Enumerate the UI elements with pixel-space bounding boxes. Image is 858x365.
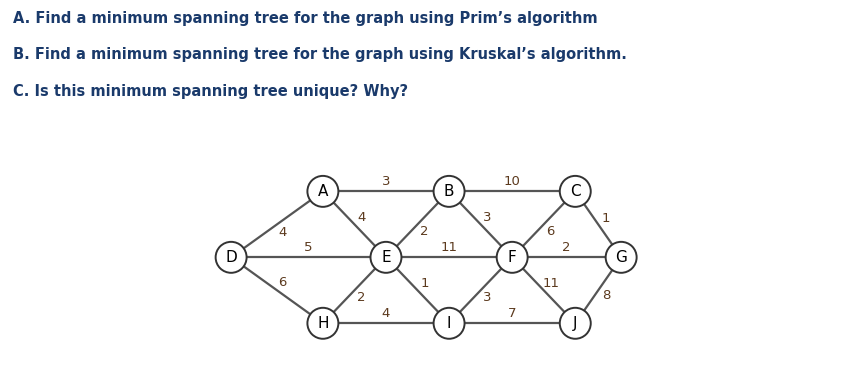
Text: 2: 2 xyxy=(420,224,429,238)
Text: I: I xyxy=(447,316,451,331)
Text: 4: 4 xyxy=(279,226,287,239)
Text: 1: 1 xyxy=(602,212,610,225)
Text: 10: 10 xyxy=(504,175,521,188)
Text: 11: 11 xyxy=(440,241,457,254)
Text: 3: 3 xyxy=(382,175,390,188)
Circle shape xyxy=(307,176,338,207)
Text: 2: 2 xyxy=(357,291,366,304)
Text: B. Find a minimum spanning tree for the graph using Kruskal’s algorithm.: B. Find a minimum spanning tree for the … xyxy=(13,47,626,62)
Text: 7: 7 xyxy=(508,307,517,320)
Circle shape xyxy=(559,308,591,339)
Text: G: G xyxy=(615,250,627,265)
Text: C. Is this minimum spanning tree unique? Why?: C. Is this minimum spanning tree unique?… xyxy=(13,84,408,99)
Text: J: J xyxy=(573,316,577,331)
Circle shape xyxy=(497,242,528,273)
Text: 6: 6 xyxy=(279,276,287,289)
Text: 2: 2 xyxy=(562,241,571,254)
Text: B: B xyxy=(444,184,455,199)
Circle shape xyxy=(559,176,591,207)
Text: 4: 4 xyxy=(382,307,390,320)
Text: 6: 6 xyxy=(547,224,555,238)
Circle shape xyxy=(433,308,464,339)
Circle shape xyxy=(433,176,464,207)
Text: 5: 5 xyxy=(305,241,313,254)
Text: 3: 3 xyxy=(483,291,492,304)
Text: A: A xyxy=(317,184,328,199)
Text: 4: 4 xyxy=(357,211,366,224)
Circle shape xyxy=(606,242,637,273)
Text: A. Find a minimum spanning tree for the graph using Prim’s algorithm: A. Find a minimum spanning tree for the … xyxy=(13,11,597,26)
Circle shape xyxy=(371,242,402,273)
Text: C: C xyxy=(570,184,581,199)
Text: H: H xyxy=(317,316,329,331)
Text: 1: 1 xyxy=(420,277,429,290)
Text: 3: 3 xyxy=(483,211,492,224)
Text: F: F xyxy=(508,250,517,265)
Text: 11: 11 xyxy=(542,277,559,290)
Text: 8: 8 xyxy=(602,289,610,302)
Circle shape xyxy=(307,308,338,339)
Text: D: D xyxy=(226,250,237,265)
Text: E: E xyxy=(381,250,390,265)
Circle shape xyxy=(215,242,246,273)
